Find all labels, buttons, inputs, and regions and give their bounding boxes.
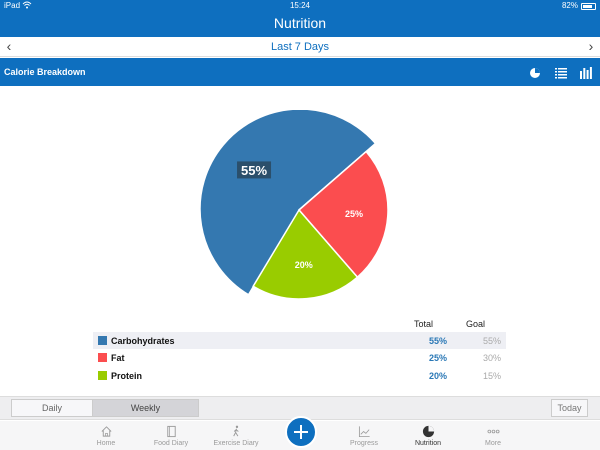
pie-chart-icon[interactable] [529,66,542,78]
table-row: Protein 20% 15% [93,367,506,384]
tab-label: Home [96,440,116,447]
tab-nutrition[interactable]: Nutrition [398,421,458,450]
line-chart-icon [358,426,370,438]
date-navigator: ‹ Last 7 Days › [0,37,600,57]
nutrient-total: 20% [428,371,447,381]
pie-chart-icon [422,425,434,438]
carrier-label: iPad [4,1,21,10]
breakdown-table: Total Goal Carbohydrates 55% 55% Fat 25%… [93,316,506,381]
pie-slice-protein [252,208,359,300]
plus-icon [294,425,308,439]
nutrient-goal: 30% [482,353,501,363]
status-time: 15:24 [289,1,311,10]
pie-label-protein: 20% [295,260,313,270]
pie-slice-fat [297,150,389,279]
nav-bar: Nutrition [0,12,600,37]
chevron-right-icon[interactable]: › [588,38,594,54]
home-icon [101,426,111,437]
bar-chart-icon[interactable] [580,66,593,79]
tab-label: Nutrition [414,440,442,447]
nutrient-name: Protein [111,371,143,381]
table-row: Carbohydrates 55% 55% [93,332,506,349]
more-icon [487,429,499,434]
book-icon [166,425,176,438]
goal-header: Goal [466,319,486,329]
tab-label: Progress [349,440,378,447]
total-header: Total [414,319,434,329]
battery-percent: 82% [561,1,578,10]
date-range-label[interactable]: Last 7 Days [270,41,330,53]
list-icon[interactable] [555,66,568,79]
wifi-icon [22,0,32,12]
pie-label-background [237,161,272,179]
tab-label: Exercise Diary [213,440,259,447]
calorie-pie-chart: 55% 25% 20% [199,108,400,310]
pie-svg: 55% 25% 20% [199,108,389,300]
walking-icon [232,425,239,437]
today-button[interactable]: Today [551,399,588,417]
nutrient-goal: 55% [482,336,501,346]
table-header: Total Goal [93,316,506,331]
status-bar: iPad 15:24 82% [0,0,600,12]
tab-more[interactable]: More [464,421,522,450]
nutrient-goal: 15% [482,371,501,381]
fat-swatch [98,353,107,362]
tab-food-diary[interactable]: Food Diary [140,421,202,450]
carbs-swatch [98,336,107,345]
weekly-tab[interactable]: Weekly [92,399,199,417]
table-row: Fat 25% 30% [93,349,506,366]
pie-label-fat: 25% [345,209,363,219]
nutrient-total: 55% [428,336,447,346]
tab-exercise-diary[interactable]: Exercise Diary [206,421,266,450]
section-header: Calorie Breakdown [0,58,600,86]
pie-label-carbohydrates: 55% [241,163,267,178]
page-title: Nutrition [273,15,327,31]
add-entry-button[interactable] [285,416,317,448]
tab-progress[interactable]: Progress [334,421,394,450]
chevron-left-icon[interactable]: ‹ [6,38,12,54]
daily-tab[interactable]: Daily [11,399,92,417]
tab-label: More [485,440,501,447]
battery-icon [581,3,596,10]
nutrient-name: Fat [111,353,125,363]
section-title: Calorie Breakdown [4,67,86,77]
tab-home[interactable]: Home [76,421,136,450]
nutrient-total: 25% [428,353,447,363]
pie-slice-carbohydrates [199,108,377,296]
nutrient-name: Carbohydrates [111,336,175,346]
protein-swatch [98,371,107,380]
tab-label: Food Diary [153,440,189,447]
